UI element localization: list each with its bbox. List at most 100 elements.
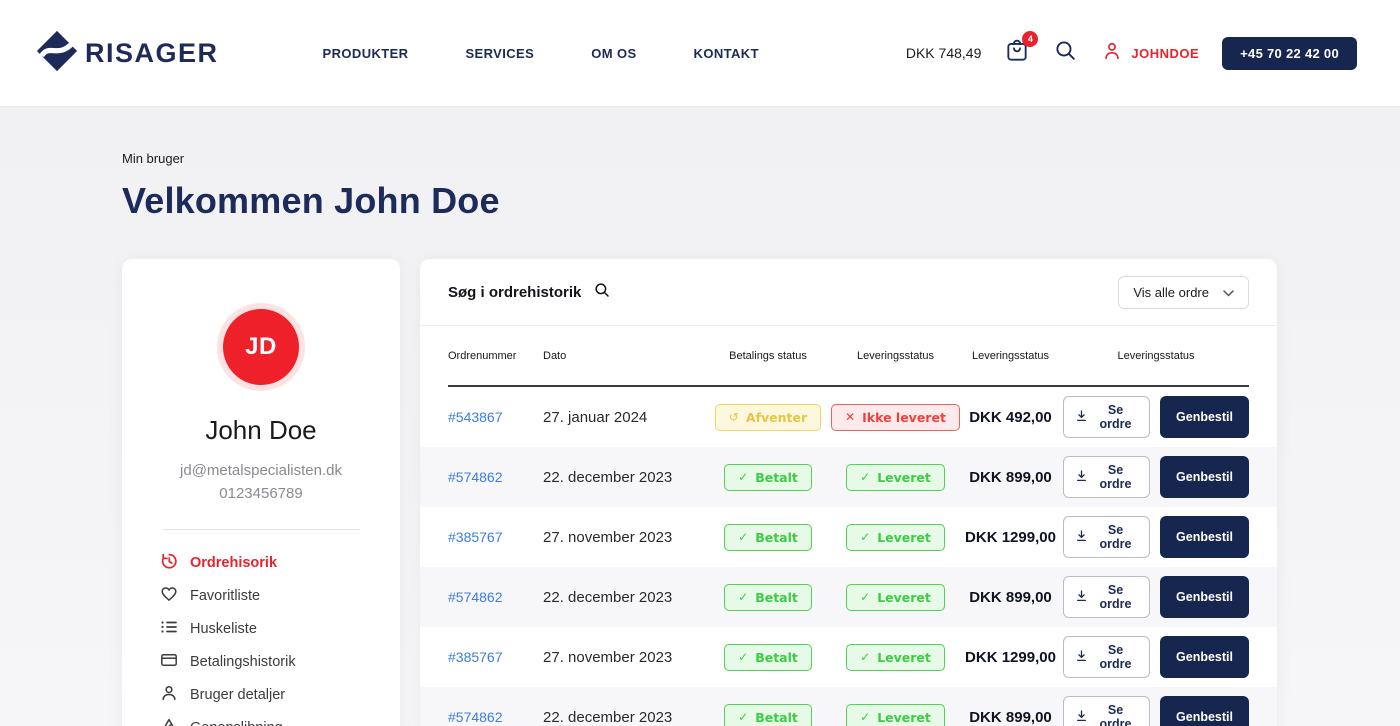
sidebar-item-bruger-detaljer[interactable]: Bruger detaljer [160, 684, 400, 706]
order-date: 22. december 2023 [543, 708, 673, 726]
delivery-status-label: Leveret [877, 589, 931, 605]
history-icon [160, 552, 178, 574]
delivery-status-badge: Leveret [846, 583, 945, 611]
nav-item-produkter[interactable]: PRODUKTER [322, 45, 409, 61]
order-date: 27. november 2023 [543, 648, 673, 666]
main-nav: PRODUKTER SERVICES OM OS KONTAKT [323, 46, 759, 61]
reorder-button[interactable]: Genbestil [1160, 456, 1249, 498]
sidebar-item-ordrehistorik[interactable]: Ordrehisorik [160, 552, 400, 574]
see-order-label: Se ordre [1099, 643, 1132, 671]
reorder-button[interactable]: Genbestil [1160, 396, 1249, 438]
payment-status-label: Betalt [755, 709, 798, 725]
order-total: DKK 1299,00 [965, 528, 1056, 546]
order-number-link[interactable]: #574862 [448, 589, 503, 605]
header-actions: DKK 748,49 4 JOHNDOE [905, 30, 1357, 70]
sidebar-item-label: Ordrehisorik [190, 555, 278, 571]
delivery-status-label: Leveret [877, 529, 931, 545]
payment-status-label: Betalt [755, 469, 798, 485]
payment-status-badge: Betalt [724, 463, 812, 491]
profile-email: jd@metalspecialisten.dk [180, 462, 342, 479]
sidebar-item-label: Favoritliste [190, 588, 261, 604]
account-username: JOHNDOE [1131, 45, 1200, 61]
toolbar-separator [420, 325, 1277, 326]
chevron-down-icon [1223, 285, 1234, 300]
download-icon [1076, 709, 1087, 725]
sidebar-item-betalingshistorik[interactable]: Betalingshistorik [160, 651, 400, 673]
nav-item-services[interactable]: SERVICES [465, 45, 535, 61]
cart-total: DKK 748,49 [905, 45, 982, 61]
reorder-button[interactable]: Genbestil [1160, 696, 1249, 726]
see-order-label: Se ordre [1099, 583, 1132, 611]
heart-icon [160, 585, 178, 607]
order-number-link[interactable]: #385767 [448, 529, 503, 545]
order-total: DKK 1299,00 [965, 648, 1056, 666]
payment-status-label: Afventer [745, 409, 808, 425]
top-navigation-bar: RISAGER PRODUKTER SERVICES OM OS KONTAKT… [0, 0, 1400, 107]
sidebar-item-huskeliste[interactable]: Huskeliste [160, 618, 400, 640]
see-order-button[interactable]: Se ordre [1063, 696, 1151, 726]
nav-item-kontakt[interactable]: KONTAKT [693, 45, 759, 61]
order-number-link[interactable]: #385767 [448, 649, 503, 665]
download-icon [1076, 529, 1087, 545]
column-header-leveringsstatus-2: Leveringsstatus [971, 349, 1050, 362]
payment-status-badge: Afventer [714, 403, 822, 431]
see-order-button[interactable]: Se ordre [1063, 396, 1151, 438]
see-order-button[interactable]: Se ordre [1063, 516, 1151, 558]
nav-item-om-os[interactable]: OM OS [591, 45, 637, 61]
sidebar-item-favoritliste[interactable]: Favoritliste [160, 585, 400, 607]
profile-contact: jd@metalspecialisten.dk 0123456789 [122, 460, 400, 505]
delivery-status-badge: Ikke leveret [831, 403, 960, 431]
table-row: #385767 27. november 2023 Betalt Leveret… [420, 627, 1277, 687]
delivery-status-label: Leveret [877, 649, 931, 665]
column-header-ordrenummer: Ordrenummer [448, 349, 517, 362]
brand-logo[interactable]: RISAGER [35, 29, 219, 78]
order-search[interactable]: Søg i ordrehistorik [448, 281, 611, 304]
delivery-status-badge: Leveret [846, 703, 945, 726]
table-row: #574862 22. december 2023 Betalt Leveret… [420, 447, 1277, 507]
account-button[interactable]: JOHNDOE [1101, 40, 1199, 67]
order-total: DKK 899,00 [969, 708, 1052, 726]
column-header-dato: Dato [543, 349, 567, 362]
shopping-bag-icon [1004, 38, 1030, 69]
sidebar-item-label: Betalingshistorik [190, 654, 296, 670]
search-button[interactable] [1053, 38, 1078, 68]
order-search-label: Søg i ordrehistorik [448, 283, 582, 301]
table-header-rule [448, 385, 1249, 387]
see-order-button[interactable]: Se ordre [1063, 576, 1151, 618]
sidebar-item-label: Bruger detaljer [190, 687, 286, 703]
cart-button[interactable]: 4 [1004, 30, 1039, 69]
order-number-link[interactable]: #543867 [448, 409, 503, 425]
payment-status-label: Betalt [755, 529, 798, 545]
checklist-icon [160, 618, 178, 640]
order-number-link[interactable]: #574862 [448, 709, 503, 725]
reorder-button[interactable]: Genbestil [1160, 636, 1249, 678]
profile-sidebar: JD John Doe jd@metalspecialisten.dk 0123… [122, 259, 400, 726]
sidebar-item-genopslibning[interactable]: Genopslibning [160, 717, 400, 726]
order-date: 22. december 2023 [543, 468, 673, 486]
orders-toolbar: Søg i ordrehistorik Vis alle ordre [420, 259, 1277, 325]
table-row: #385767 27. november 2023 Betalt Leveret… [420, 507, 1277, 567]
sidebar-menu: Ordrehisorik Favoritliste [122, 530, 400, 726]
reorder-button[interactable]: Genbestil [1160, 516, 1249, 558]
sidebar-item-label: Huskeliste [190, 621, 257, 637]
profile-name: John Doe [205, 415, 317, 445]
see-order-button[interactable]: Se ordre [1063, 636, 1151, 678]
see-order-label: Se ordre [1099, 463, 1132, 491]
order-date: 27. januar 2024 [543, 408, 648, 426]
payment-status-label: Betalt [755, 649, 798, 665]
order-filter-dropdown[interactable]: Vis alle ordre [1118, 275, 1249, 309]
delivery-status-badge: Leveret [846, 463, 945, 491]
table-row: #543867 27. januar 2024 Afventer Ikke le… [420, 387, 1277, 447]
phone-number-button[interactable]: +45 70 22 42 00 [1222, 36, 1357, 70]
reorder-button[interactable]: Genbestil [1160, 576, 1249, 618]
see-order-button[interactable]: Se ordre [1063, 456, 1151, 498]
delivery-status-badge: Leveret [846, 643, 945, 671]
see-order-label: Se ordre [1099, 523, 1132, 551]
column-header-leveringsstatus-1: Leveringsstatus [856, 349, 935, 362]
search-icon[interactable] [593, 281, 611, 304]
user-icon [1101, 40, 1123, 67]
order-total: DKK 899,00 [969, 588, 1052, 606]
order-number-link[interactable]: #574862 [448, 469, 503, 485]
column-header-leveringsstatus-3: Leveringsstatus [1117, 349, 1195, 362]
user-icon [160, 684, 178, 706]
